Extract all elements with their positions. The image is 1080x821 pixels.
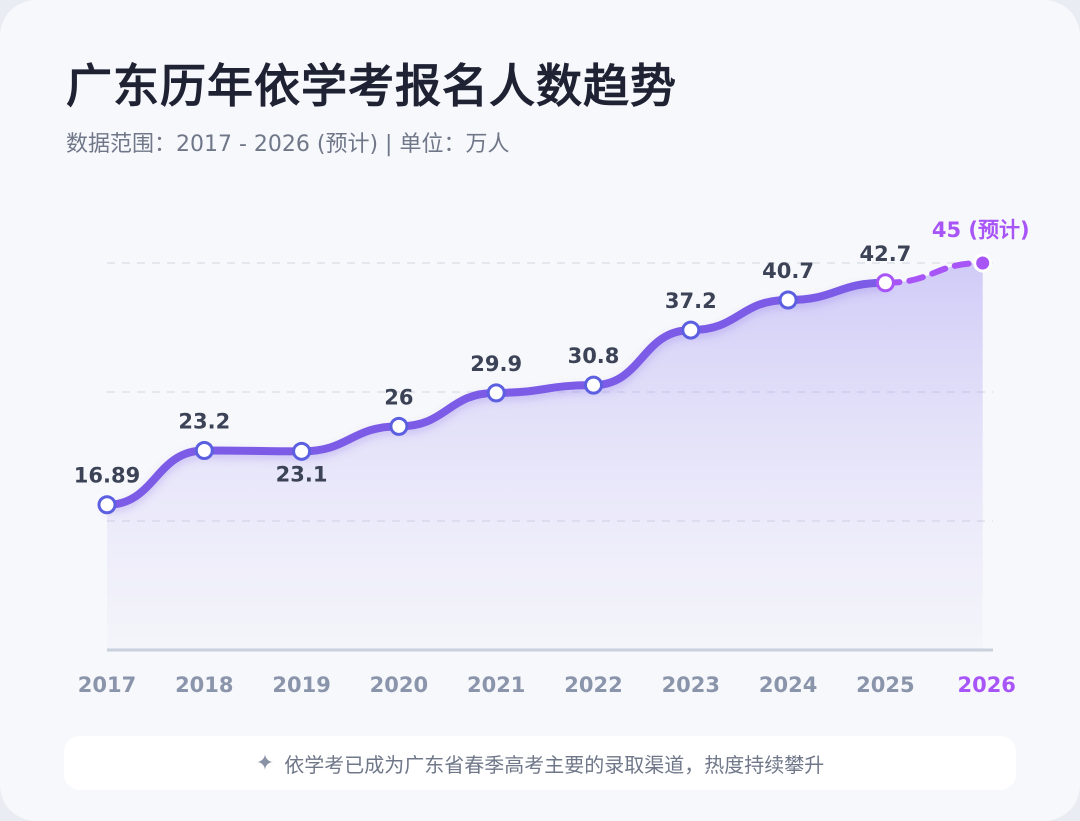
x-tick-label-2019: 2019	[272, 673, 330, 697]
data-point-2023[interactable]	[681, 320, 701, 340]
page-subtitle: 数据范围：2017 - 2026 (预计) | 单位：万人	[66, 132, 510, 157]
x-tick-label-2024: 2024	[759, 673, 817, 697]
page-title: 广东历年依学考报名人数趋势	[66, 59, 677, 113]
data-point-2020[interactable]	[389, 416, 409, 436]
data-point-2021[interactable]	[486, 383, 506, 403]
data-point-2026[interactable]	[973, 253, 993, 273]
data-point-2017[interactable]	[97, 495, 117, 515]
x-tick-label-2022: 2022	[564, 673, 622, 697]
data-point-2022[interactable]	[584, 375, 603, 395]
data-label-2024: 40.7	[762, 259, 814, 283]
data-point-2025[interactable]	[875, 273, 895, 293]
footer-note: ✦ 依学考已成为广东省春季高考主要的录取渠道，热度持续攀升	[64, 736, 1016, 790]
area-fill	[107, 263, 983, 650]
x-tick-label-2025: 2025	[856, 673, 914, 697]
data-label-2023: 37.2	[665, 289, 717, 313]
data-label-2020: 26	[384, 385, 413, 409]
x-tick-label-2020: 2020	[370, 673, 428, 697]
data-point-2019[interactable]	[292, 441, 312, 461]
data-label-2026: 45 (预计)	[932, 218, 1030, 242]
x-tick-label-2026: 2026	[957, 673, 1015, 697]
forecast-line	[882, 260, 986, 286]
x-tick-label-2023: 2023	[662, 673, 720, 697]
x-tick-label-2017: 2017	[78, 673, 136, 697]
sparkle-icon: ✦	[255, 750, 275, 776]
line-chart: 16.89 23.2 23.1 26 29.9 30.8 37.2 40.7 42.7 45 (预…	[74, 218, 1030, 697]
data-label-2019: 23.1	[276, 462, 328, 486]
x-tick-label-2021: 2021	[467, 673, 525, 697]
footer-text: 依学考已成为广东省春季高考主要的录取渠道，热度持续攀升	[284, 752, 825, 777]
data-point-2024[interactable]	[778, 290, 798, 310]
data-label-2021: 29.9	[470, 352, 522, 376]
data-label-2018: 23.2	[178, 409, 230, 433]
data-label-2017: 16.89	[74, 464, 140, 488]
x-tick-label-2018: 2018	[175, 673, 233, 697]
data-point-2018[interactable]	[194, 440, 214, 460]
data-label-2025: 42.7	[859, 242, 911, 266]
data-label-2022: 30.8	[568, 344, 620, 368]
